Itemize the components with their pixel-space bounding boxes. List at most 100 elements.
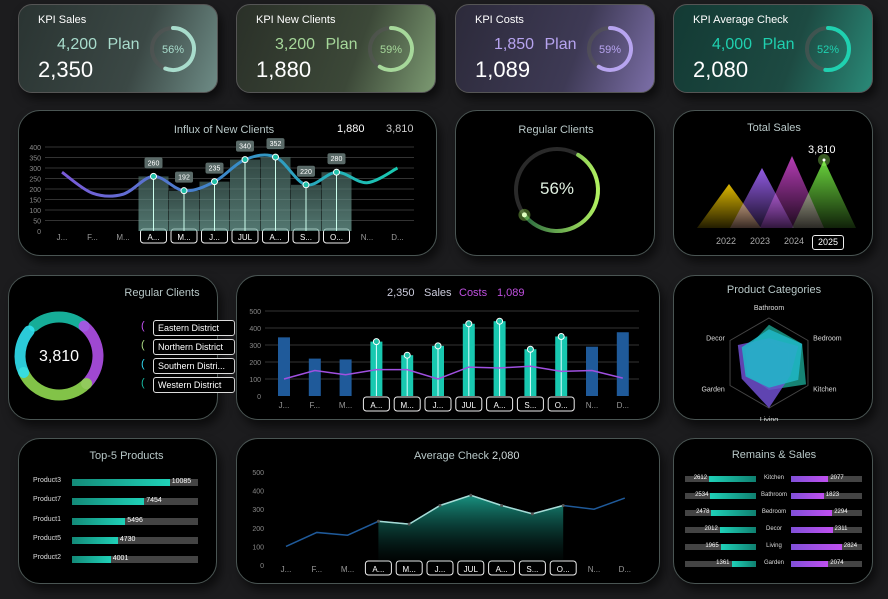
kpi-plan: 4,000 Plan [712,36,795,54]
regular-clients-donut [14,311,104,401]
radar-series [741,329,803,388]
kpi-plan-label: Plan [107,36,140,53]
month-label: M... [339,401,352,410]
kpi-card-1[interactable]: KPI New Clients 3,200 Plan 1,880 59% [236,4,436,93]
y-tick-label: 150 [29,198,41,205]
y-tick-label: 50 [33,219,41,226]
month-label: S... [300,233,312,242]
remain-value: 1361 [716,560,730,566]
influx-total: 3,810 [386,123,414,135]
month-label: A... [494,401,506,410]
influx-chart: 0 50 100 150 200 250 300 350 400 J... F... M... A...… [29,138,414,244]
district-marker-icon: ( [141,377,145,389]
month-label: M... [341,565,354,574]
y-tick-label: 500 [252,470,264,477]
month-slicer-button [547,396,575,412]
product-bar-fill [72,498,145,506]
month-label: S... [526,565,538,574]
kpi-value: 2,080 [693,57,749,82]
avg-point [561,503,565,507]
month-label: M... [403,565,416,574]
kpi-plan-value: 3,200 [275,36,316,53]
sales-point [465,320,473,328]
data-point [150,172,157,180]
product-name: Product5 [33,534,62,542]
radar-axis-label: Bathroom [754,305,785,312]
sales-value: 2,350 [387,287,415,299]
regular-clients-gauge [514,147,600,233]
year-slicer-2025[interactable]: 2025 [812,235,844,250]
product-value: 5496 [127,516,143,524]
remain-value: 2612 [693,475,708,481]
district-slicer-button[interactable]: Eastern District [153,320,235,336]
product-bar-fill [72,556,111,564]
district-slicer-button[interactable]: Northern District [153,339,235,355]
y-tick-label: 500 [249,309,261,316]
sales-bar-track [791,493,862,499]
donut-segment [28,311,90,332]
kpi-card-3[interactable]: KPI Average Check 4,000 Plan 2,080 52% [673,4,873,93]
kpi-percent: 52% [817,44,839,56]
sales-bar [308,358,321,396]
month-slicer-button [424,396,452,412]
kpi-plan: 3,200 Plan [275,36,358,54]
sales-bar [339,359,352,396]
average-check-chart: 0 100 200 300 400 500 J... F... M... A... M... J...… [252,470,631,576]
sales-value: 2824 [843,543,858,549]
data-label-bg [205,162,224,174]
donut-segment [78,320,104,390]
total-sales-chart [697,154,856,228]
y-tick-label: 400 [29,145,41,152]
data-label-bg [236,140,254,152]
data-label: 192 [178,175,190,182]
product-value: 7454 [146,497,162,505]
data-point [241,156,249,164]
month-label: M... [177,233,190,242]
kpi-plan-value: 4,000 [712,36,753,53]
kpi-card-0[interactable]: KPI Sales 4,200 Plan 2,350 56% [18,4,218,93]
year-slicer-2022[interactable]: 2022 [715,236,737,246]
top5-card: Top-5 Products Product3 10085 Product7 7454… [18,438,217,584]
remain-bar-track [685,544,756,550]
month-label: O... [555,401,568,410]
district-slicer-button[interactable]: Western District [153,377,235,393]
district-slicer-button[interactable]: Southern Distri... [153,358,235,374]
data-point [180,187,188,195]
peak-dot [822,158,826,162]
ring-progress [163,26,196,72]
sales-point [372,338,380,346]
product-categories-card: Product Categories Bathroom Bedroom Kitche… [673,275,873,421]
sales-value: 2294 [834,509,848,515]
kpi-value: 2,350 [38,57,94,82]
kpi-progress-ring: 59% [368,26,414,72]
sales-value: 1823 [825,492,840,498]
sales-bar-fill [791,510,833,516]
month-label: JUL [462,401,477,410]
donut-center-value: 3,810 [38,348,80,365]
year-slicer-2024[interactable]: 2024 [783,236,805,246]
kpi-plan: 4,200 Plan [57,36,140,54]
sales-costs-card: 2,350 Sales Costs 1,089 0 100 200 300 400 500… [236,275,660,420]
month-label: A... [372,565,384,574]
kpi-card-2[interactable]: KPI Costs 1,850 Plan 1,089 59% [455,4,655,93]
ring-progress [377,26,414,72]
donut-segment [18,366,93,401]
month-label: J... [433,401,444,410]
category-label: Living [766,543,782,549]
sales-bar-fill [791,493,824,499]
radar-axis-label: Bedroom [813,336,842,343]
influx-value: 1,880 [337,123,365,135]
year-slicer-2023[interactable]: 2023 [749,236,771,246]
remain-bar-fill [709,476,756,482]
category-label: Garden [763,560,784,566]
kpi-title: KPI New Clients [256,14,336,26]
y-tick-label: 300 [249,343,261,350]
product-bar-fill [72,479,170,486]
kpi-plan-label: Plan [544,36,577,53]
kpi-value: 1,880 [256,57,312,82]
product-value: 4001 [112,555,129,563]
product-name: Product3 [33,477,62,484]
sales-label: Sales [424,287,452,299]
kpi-percent: 59% [599,44,621,56]
product-name: Product1 [33,515,62,523]
